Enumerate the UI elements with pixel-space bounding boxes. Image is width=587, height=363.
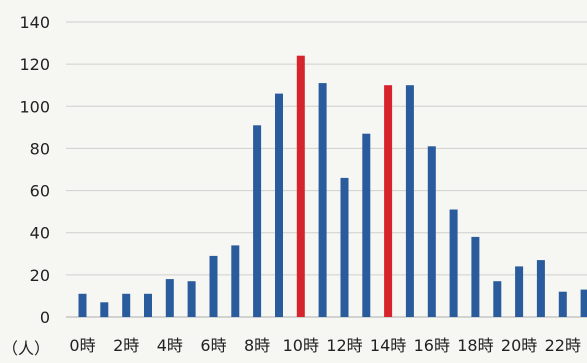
y-tick-label: 80 xyxy=(30,139,50,158)
y-tick-label: 20 xyxy=(30,266,50,285)
y-tick-label: 0 xyxy=(40,308,50,327)
bars xyxy=(78,55,587,318)
bar-12時 xyxy=(340,177,349,317)
y-tick-label: 60 xyxy=(30,182,50,201)
y-axis-unit-label: （人） xyxy=(2,339,50,358)
x-tick-label: 2時 xyxy=(113,336,139,355)
bar-4時 xyxy=(165,279,174,317)
bar-19時 xyxy=(493,281,502,317)
bar-9時 xyxy=(275,93,283,317)
bar-7時 xyxy=(231,245,240,317)
bar-16時 xyxy=(427,146,436,317)
y-tick-label: 140 xyxy=(19,13,50,32)
bar-23時 xyxy=(580,289,587,317)
bar-10時 xyxy=(296,55,305,317)
bar-15時 xyxy=(405,85,414,317)
x-axis-ticks: 0時 2時 4時 6時 8時 10時 12時 14時 16時 18時 20時 22時 xyxy=(69,336,581,355)
x-tick-label: 8時 xyxy=(244,336,270,355)
bar-8時 xyxy=(253,125,262,318)
y-tick-label: 100 xyxy=(19,97,50,116)
x-tick-label: 0時 xyxy=(69,336,95,355)
bar-2時 xyxy=(122,293,131,317)
bar-5時 xyxy=(187,281,196,317)
x-tick-label: 16時 xyxy=(414,336,450,355)
bar-20時 xyxy=(515,266,524,317)
bar-11時 xyxy=(318,83,327,317)
bar-13時 xyxy=(362,133,371,317)
bar-14時 xyxy=(384,85,393,317)
bar-17時 xyxy=(449,209,458,317)
x-tick-label: 14時 xyxy=(370,336,406,355)
x-tick-label: 20時 xyxy=(501,336,537,355)
bar-0時 xyxy=(78,293,87,317)
bar-3時 xyxy=(144,293,152,317)
x-tick-label: 12時 xyxy=(326,336,362,355)
x-tick-label: 22時 xyxy=(545,336,581,355)
x-tick-label: 6時 xyxy=(200,336,226,355)
y-axis-ticks: 0 20 40 60 80 100 120 140 xyxy=(19,13,50,327)
y-tick-label: 120 xyxy=(19,55,50,74)
x-tick-label: 18時 xyxy=(457,336,493,355)
bar-1時 xyxy=(100,302,109,318)
y-tick-label: 40 xyxy=(30,224,50,243)
bar-21時 xyxy=(536,260,545,317)
bar-6時 xyxy=(209,255,218,317)
x-tick-label: 4時 xyxy=(157,336,183,355)
x-tick-label: 10時 xyxy=(283,336,319,355)
bar-18時 xyxy=(471,236,480,317)
bar-22時 xyxy=(558,291,567,317)
